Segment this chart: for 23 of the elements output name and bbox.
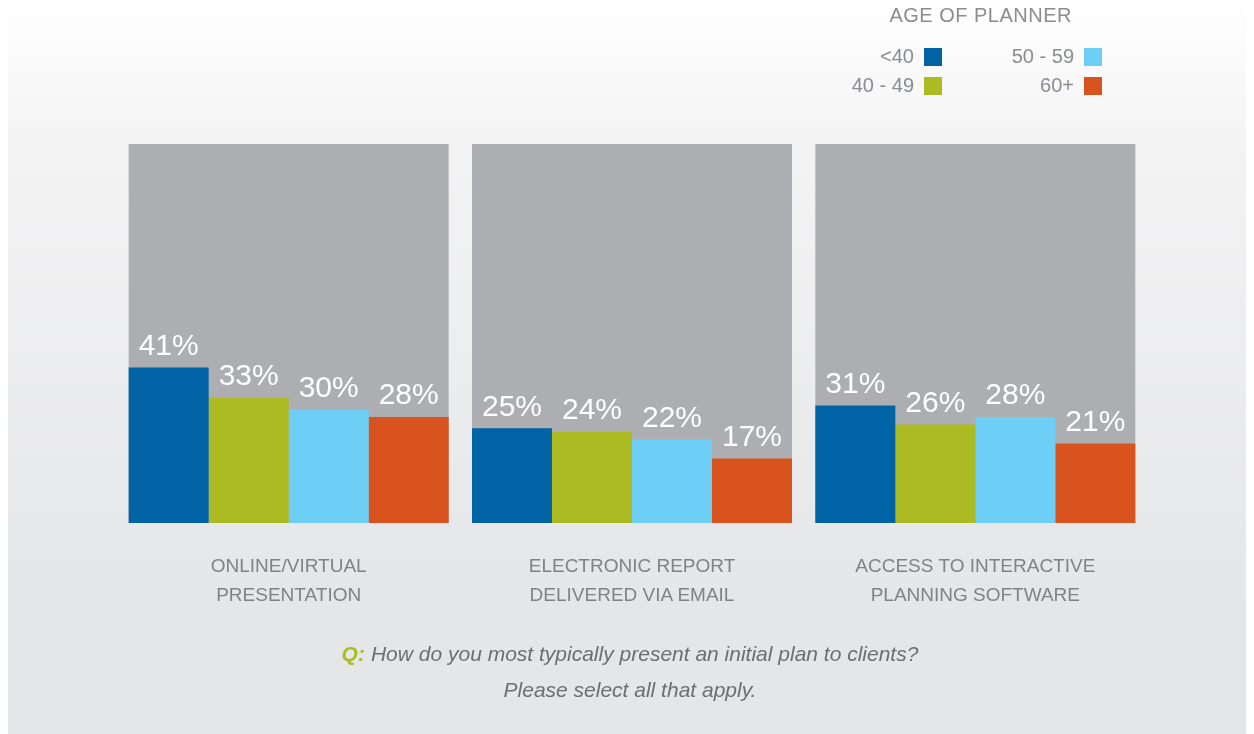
legend-label: 40 - 49 — [851, 74, 914, 97]
data-label: 33% — [218, 358, 279, 392]
text: How do you most typically present an initial plan to clients? — [370, 642, 919, 665]
data-label: 17% — [721, 418, 783, 452]
text: Q: — [341, 642, 365, 665]
legend-label: <40 — [880, 45, 914, 68]
data-label: 21% — [1065, 403, 1126, 437]
data-label: 30% — [298, 369, 359, 403]
legend-label: 50 - 59 — [1011, 45, 1074, 68]
x-tick-label: ONLINE/VIRTUAL PRESENTATION — [210, 555, 367, 605]
legend-label: 60+ — [1040, 74, 1074, 97]
legend-title: AGE OF PLANNER — [888, 4, 1073, 27]
data-label: 24% — [561, 392, 623, 426]
x-tick-label: ELECTRONIC REPORT DELIVERED VIA EMAIL — [528, 555, 736, 605]
data-label: 31% — [825, 365, 886, 399]
data-label: 28% — [378, 377, 439, 411]
text: Please select all that apply. — [503, 678, 757, 701]
data-label: 26% — [905, 384, 966, 418]
x-tick-label: ACCESS TO INTERACTIVE PLANNING SOFTWARE — [855, 555, 1096, 605]
data-label: 41% — [138, 327, 199, 361]
data-label: 22% — [641, 399, 703, 433]
data-label: 25% — [481, 388, 543, 422]
data-label: 28% — [985, 377, 1046, 411]
